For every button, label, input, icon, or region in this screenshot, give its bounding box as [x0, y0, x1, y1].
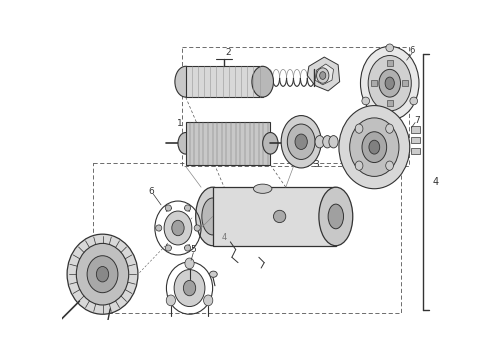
Ellipse shape	[273, 210, 286, 222]
Ellipse shape	[183, 280, 196, 296]
Ellipse shape	[386, 124, 393, 133]
Text: 4: 4	[432, 177, 438, 187]
Ellipse shape	[329, 136, 338, 148]
Ellipse shape	[386, 44, 393, 52]
Ellipse shape	[210, 271, 217, 277]
Ellipse shape	[178, 132, 194, 154]
Ellipse shape	[172, 220, 184, 236]
Ellipse shape	[368, 55, 411, 111]
Ellipse shape	[339, 105, 410, 189]
Ellipse shape	[252, 66, 273, 97]
Text: 5: 5	[191, 245, 196, 254]
Bar	[411, 126, 420, 132]
Ellipse shape	[410, 97, 417, 105]
Ellipse shape	[385, 77, 394, 89]
Ellipse shape	[253, 184, 272, 193]
Ellipse shape	[281, 116, 321, 168]
Ellipse shape	[362, 97, 369, 105]
Ellipse shape	[369, 140, 380, 154]
Ellipse shape	[315, 136, 324, 148]
Text: 6: 6	[409, 46, 415, 55]
Text: 7: 7	[414, 116, 419, 125]
Ellipse shape	[323, 136, 332, 148]
Ellipse shape	[361, 46, 419, 120]
Text: 4: 4	[221, 233, 227, 242]
Ellipse shape	[355, 161, 363, 170]
Ellipse shape	[97, 266, 109, 282]
Ellipse shape	[166, 295, 175, 306]
Ellipse shape	[295, 134, 307, 149]
Ellipse shape	[165, 245, 172, 251]
Bar	[411, 137, 420, 143]
Text: 2: 2	[225, 48, 231, 57]
Ellipse shape	[263, 132, 278, 154]
Text: 3: 3	[314, 160, 319, 169]
Ellipse shape	[319, 72, 326, 80]
Polygon shape	[315, 64, 334, 85]
Text: 1: 1	[176, 119, 182, 128]
Ellipse shape	[355, 124, 363, 133]
Bar	[387, 60, 393, 66]
Ellipse shape	[164, 211, 192, 245]
Ellipse shape	[67, 234, 138, 314]
Bar	[411, 148, 420, 154]
Ellipse shape	[194, 225, 200, 231]
Bar	[402, 80, 408, 86]
Bar	[186, 122, 270, 165]
Ellipse shape	[196, 187, 229, 246]
Ellipse shape	[317, 68, 329, 83]
Ellipse shape	[185, 258, 194, 269]
Ellipse shape	[350, 118, 399, 176]
Polygon shape	[307, 57, 340, 91]
Ellipse shape	[165, 205, 172, 211]
Text: 6: 6	[148, 186, 154, 195]
Ellipse shape	[202, 198, 223, 235]
Bar	[371, 80, 377, 86]
Ellipse shape	[287, 124, 315, 159]
Bar	[387, 100, 393, 106]
Ellipse shape	[87, 256, 118, 293]
Ellipse shape	[156, 225, 162, 231]
Ellipse shape	[386, 161, 393, 170]
Ellipse shape	[185, 245, 191, 251]
Bar	[186, 66, 263, 97]
Ellipse shape	[175, 66, 196, 97]
Ellipse shape	[185, 205, 191, 211]
Ellipse shape	[319, 187, 353, 246]
Ellipse shape	[174, 270, 205, 306]
Ellipse shape	[328, 204, 343, 229]
Ellipse shape	[203, 295, 213, 306]
Ellipse shape	[76, 243, 129, 305]
Bar	[213, 187, 336, 246]
Ellipse shape	[362, 132, 387, 163]
Ellipse shape	[379, 69, 400, 97]
